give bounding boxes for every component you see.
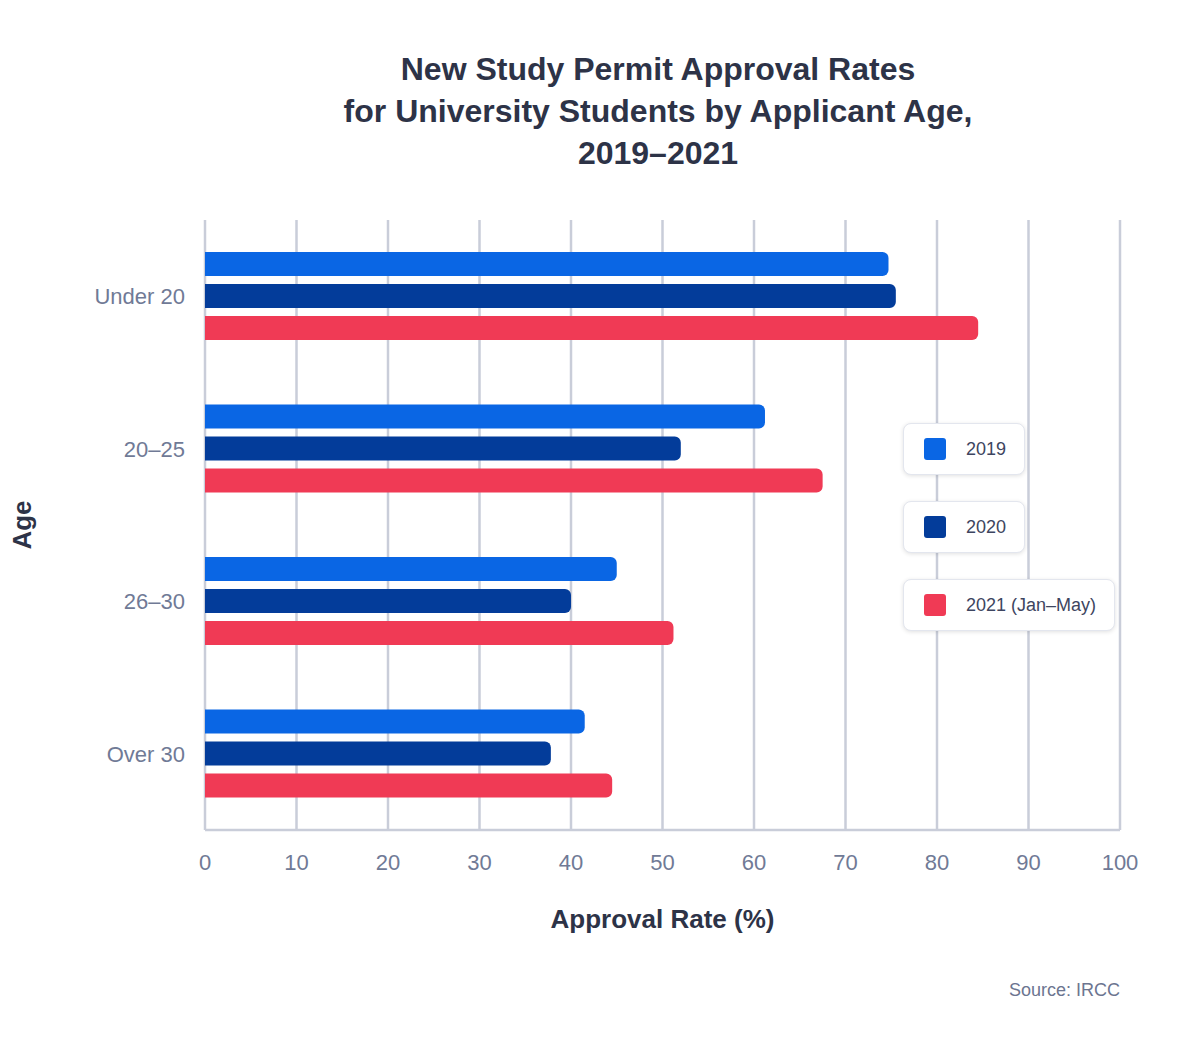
svg-text:50: 50 [650,850,674,875]
svg-text:26–30: 26–30 [124,589,185,614]
html-text:New Study Permit Approval Rate: New Study Permit Approval Rates for Univ… [343,51,973,171]
html-text:2019: 2019 [966,438,1006,459]
svg-text:20: 20 [376,850,400,875]
svg-text:80: 80 [925,850,949,875]
svg-text:60: 60 [742,850,766,875]
svg-text:Over 30: Over 30 [107,742,185,767]
svg-text:40: 40 [559,850,583,875]
svg-text:Approval Rate (%): Approval Rate (%) [551,904,775,934]
svg-text:30: 30 [467,850,491,875]
svg-text:90: 90 [1016,850,1040,875]
html-text:2021 (Jan–May): 2021 (Jan–May) [966,594,1097,615]
svg-text:Age: Age [8,500,37,549]
html-text:2020: 2020 [966,516,1006,537]
svg-text:20–25: 20–25 [124,437,185,462]
svg-text:Under 20: Under 20 [94,284,185,309]
svg-text:100: 100 [1102,850,1139,875]
svg-text:70: 70 [833,850,857,875]
svg-text:10: 10 [284,850,308,875]
html-text:Source: IRCC: Source: IRCC [1009,980,1120,1000]
svg-text:0: 0 [199,850,211,875]
